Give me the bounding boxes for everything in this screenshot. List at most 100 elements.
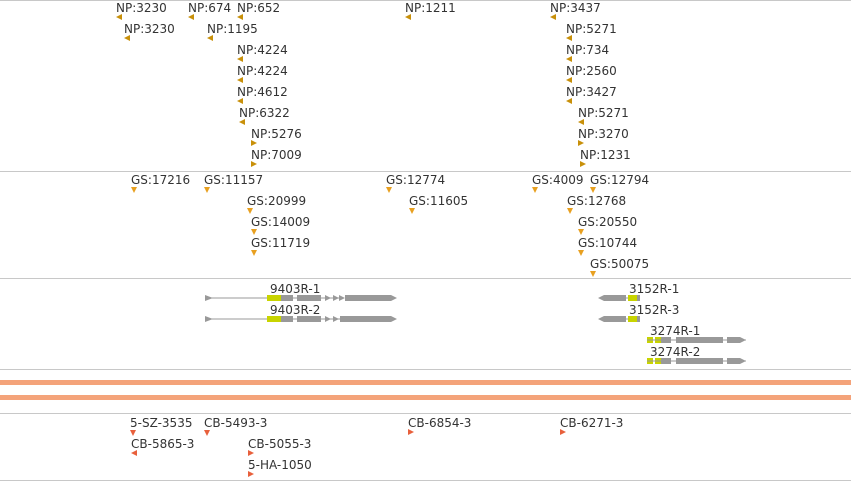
right-icon — [251, 161, 257, 167]
gene-label: 9403R-1 — [270, 282, 321, 296]
left-icon — [239, 119, 245, 125]
feature-label: NP:1211 — [405, 1, 456, 15]
right-icon — [408, 429, 414, 435]
gene-label: 3152R-3 — [629, 303, 680, 317]
feature-label: GS:11719 — [251, 236, 311, 250]
feature-label: NP:674 — [188, 1, 232, 15]
feature-label: GS:20999 — [247, 194, 307, 208]
left-icon — [207, 35, 213, 41]
down-icon — [578, 250, 584, 256]
down-icon — [251, 229, 257, 235]
feature-label: GS:50075 — [590, 257, 650, 271]
left-icon — [237, 56, 243, 62]
right-icon — [580, 161, 586, 167]
selection-band-top[interactable] — [0, 380, 851, 385]
gene-label: 3274R-2 — [650, 345, 701, 359]
gene-model[interactable] — [598, 316, 640, 322]
down-icon — [247, 208, 253, 214]
left-icon — [550, 14, 556, 20]
track-divider — [0, 171, 851, 172]
gene-model[interactable] — [647, 337, 746, 343]
feature-label: CB-5055-3 — [248, 437, 312, 451]
feature-label: NP:3270 — [578, 127, 629, 141]
feature-label: GS:11157 — [204, 173, 264, 187]
feature-label: NP:1195 — [207, 22, 258, 36]
feature-label: CB-6854-3 — [408, 416, 472, 430]
gene-model[interactable] — [205, 295, 397, 301]
track-divider — [0, 0, 851, 1]
right-icon — [248, 450, 254, 456]
feature-label: NP:4612 — [237, 85, 288, 99]
left-icon — [116, 14, 122, 20]
down-icon — [567, 208, 573, 214]
right-icon — [578, 140, 584, 146]
gene-model[interactable] — [598, 295, 640, 301]
gene-model[interactable] — [205, 316, 397, 322]
gene-label: 9403R-2 — [270, 303, 321, 317]
feature-label: NP:5276 — [251, 127, 302, 141]
feature-label: NP:1231 — [580, 148, 631, 162]
feature-label: NP:3427 — [566, 85, 617, 99]
down-icon — [532, 187, 538, 193]
left-icon — [131, 450, 137, 456]
down-icon — [204, 187, 210, 193]
feature-label: 5-HA-1050 — [248, 458, 312, 472]
feature-label: NP:5271 — [578, 106, 629, 120]
feature-label: GS:12774 — [386, 173, 446, 187]
feature-label: CB-5493-3 — [204, 416, 268, 430]
feature-label: NP:5271 — [566, 22, 617, 36]
feature-label: NP:2560 — [566, 64, 617, 78]
feature-label: NP:3230 — [124, 22, 175, 36]
gene-label: 3274R-1 — [650, 324, 701, 338]
down-icon — [204, 430, 210, 436]
track-divider — [0, 413, 851, 414]
feature-label: GS:12794 — [590, 173, 650, 187]
right-icon — [560, 429, 566, 435]
down-icon — [131, 187, 137, 193]
feature-label: CB-5865-3 — [131, 437, 195, 451]
track-divider — [0, 278, 851, 279]
down-icon — [386, 187, 392, 193]
left-icon — [566, 56, 572, 62]
right-icon — [251, 140, 257, 146]
feature-label: GS:11605 — [409, 194, 469, 208]
left-icon — [566, 77, 572, 83]
left-icon — [405, 14, 411, 20]
feature-label: GS:12768 — [567, 194, 627, 208]
down-icon — [251, 250, 257, 256]
down-icon — [590, 271, 596, 277]
feature-label: NP:3230 — [116, 1, 167, 15]
feature-label: GS:14009 — [251, 215, 311, 229]
left-icon — [237, 98, 243, 104]
track-divider — [0, 369, 851, 370]
gene-model[interactable] — [647, 358, 746, 364]
feature-label: GS:20550 — [578, 215, 638, 229]
left-icon — [566, 98, 572, 104]
feature-label: NP:4224 — [237, 43, 288, 57]
left-icon — [124, 35, 130, 41]
down-icon — [130, 430, 136, 436]
feature-label: GS:17216 — [131, 173, 191, 187]
gene-label: 3152R-1 — [629, 282, 680, 296]
left-icon — [237, 77, 243, 83]
feature-label: NP:6322 — [239, 106, 290, 120]
left-icon — [578, 119, 584, 125]
down-icon — [590, 187, 596, 193]
left-icon — [237, 14, 243, 20]
left-icon — [188, 14, 194, 20]
feature-label: 5-SZ-3535 — [130, 416, 193, 430]
feature-label: CB-6271-3 — [560, 416, 624, 430]
down-icon — [578, 229, 584, 235]
feature-label: NP:652 — [237, 1, 281, 15]
feature-label: NP:734 — [566, 43, 610, 57]
feature-label: GS:10744 — [578, 236, 638, 250]
selection-band-bottom[interactable] — [0, 395, 851, 400]
left-icon — [566, 35, 572, 41]
feature-label: NP:4224 — [237, 64, 288, 78]
down-icon — [409, 208, 415, 214]
feature-label: GS:4009 — [532, 173, 584, 187]
right-icon — [248, 471, 254, 477]
feature-label: NP:7009 — [251, 148, 302, 162]
